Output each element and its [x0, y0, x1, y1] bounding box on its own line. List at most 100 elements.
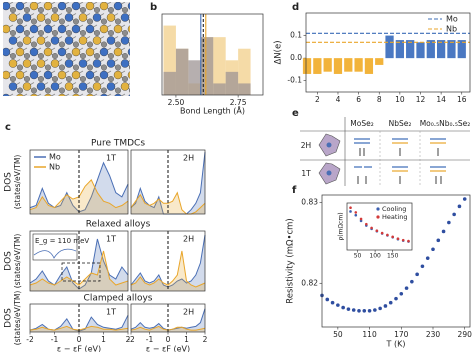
structure-image — [3, 2, 149, 105]
se-atom — [86, 41, 93, 48]
bond — [132, 25, 139, 29]
point — [325, 297, 330, 302]
se-atom — [10, 99, 16, 105]
point — [351, 308, 356, 312]
metal-atom — [3, 70, 11, 80]
metal-atom — [43, 47, 53, 57]
metal-atom — [43, 2, 53, 11]
bar — [323, 58, 332, 72]
x-tick-label: 16 — [457, 95, 467, 104]
metal-atom — [85, 2, 95, 11]
x-tick-label: 150 — [387, 253, 399, 260]
point — [457, 204, 462, 209]
histogram-bar — [200, 37, 214, 95]
metal-atom — [36, 13, 46, 22]
line — [29, 250, 129, 286]
histogram-bar — [188, 60, 201, 95]
annotation: 1T — [106, 235, 116, 244]
bar — [313, 58, 322, 74]
panel-label: f — [292, 185, 297, 196]
bond — [120, 93, 126, 96]
metal-atom — [3, 47, 11, 57]
y-label: DOS — [4, 308, 14, 328]
se-atom — [114, 41, 121, 48]
se-atom — [136, 7, 142, 13]
point — [391, 235, 394, 239]
chart: -2 -1 0 1 2 ε − εF (eV) 1T — [26, 303, 131, 352]
se-atom — [52, 6, 59, 13]
se-atom — [31, 87, 38, 94]
metal-atom — [43, 70, 53, 80]
bar — [406, 40, 415, 59]
bar — [447, 40, 456, 59]
point — [462, 197, 467, 201]
bond — [139, 64, 146, 68]
se-atom — [52, 30, 59, 37]
se-atom — [79, 30, 86, 37]
bond — [132, 94, 139, 98]
se-atom — [136, 76, 142, 82]
metal-atom — [22, 36, 32, 45]
x-tick-label: -1 — [51, 335, 59, 344]
metal-atom — [135, 14, 143, 22]
area — [30, 251, 128, 291]
x-tick-label: 1 — [184, 335, 189, 344]
line — [130, 250, 206, 288]
se-atom — [136, 99, 142, 105]
metal-atom — [113, 2, 123, 11]
bond — [48, 98, 55, 102]
metal-atom — [50, 82, 60, 91]
x-tick-label: 2 — [126, 335, 131, 344]
se-atom — [93, 53, 100, 60]
bond — [20, 98, 27, 102]
se-atom — [79, 75, 86, 82]
metal-atom — [78, 36, 88, 45]
metal-atom — [29, 70, 39, 80]
metal-atom — [128, 94, 130, 96]
x-tick-label: 6 — [356, 95, 361, 104]
se-atom — [100, 18, 107, 25]
metal-atom — [29, 24, 39, 34]
point — [357, 309, 361, 313]
annotation: 2H — [183, 154, 194, 163]
metal-atom — [127, 48, 130, 56]
point — [354, 213, 358, 217]
metal-atom — [106, 36, 116, 45]
bond — [62, 98, 69, 102]
se-atom — [107, 6, 114, 13]
se-atom — [114, 64, 121, 71]
metal-atom — [71, 24, 81, 34]
metal-atom — [114, 93, 122, 96]
metal-atom — [57, 2, 67, 11]
metal-atom — [135, 60, 143, 68]
legend-label: Nb — [446, 25, 457, 34]
x-tick-label: 100 — [369, 253, 381, 260]
se-atom — [86, 18, 93, 25]
legend-label: Cooling — [382, 205, 406, 213]
metal-atom — [50, 13, 60, 22]
se-atom — [143, 88, 149, 94]
se-atom — [94, 99, 100, 105]
bond — [139, 18, 146, 22]
metal-atom — [92, 82, 102, 91]
se-atom — [72, 87, 79, 94]
point — [341, 305, 345, 310]
plot-frame — [130, 230, 206, 292]
x-tick-label: 50 — [354, 253, 362, 260]
se-atom — [52, 99, 58, 105]
point — [362, 309, 367, 313]
se-atom — [45, 87, 52, 94]
metal-atom — [85, 47, 95, 57]
se-atom — [17, 87, 24, 94]
metal-atom — [72, 93, 80, 96]
metal-atom — [120, 82, 130, 91]
metal-atom — [106, 59, 116, 68]
bond — [118, 98, 125, 102]
se-atom — [59, 64, 66, 71]
y-axis-label: ρ(mΩcm) — [338, 212, 345, 240]
se-atom — [100, 87, 107, 94]
bar — [416, 42, 425, 59]
point — [425, 256, 430, 260]
